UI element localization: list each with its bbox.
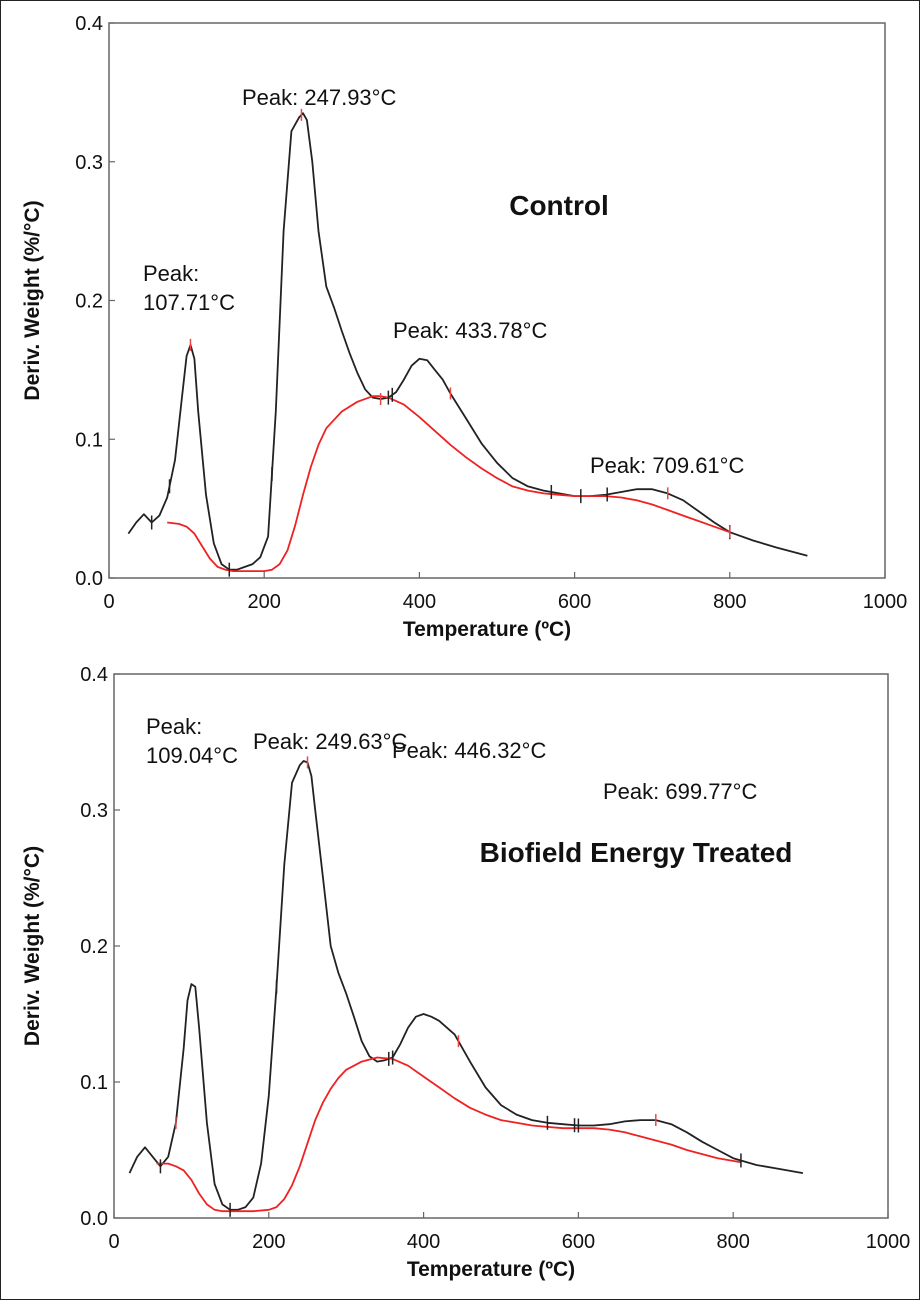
x-tick-label: 600 <box>562 1231 595 1253</box>
panel-title: Biofield Energy Treated <box>480 837 793 868</box>
chart-biofield-energy-treated: 0 200 400 600 800 1000 0.0 0.1 0.2 0.3 0.4 Temperat… <box>21 664 911 1281</box>
peak-annotation: 107.71°C <box>143 290 235 315</box>
series-line-derivative <box>127 112 808 571</box>
y-tick-label: 0.0 <box>75 568 103 590</box>
y-tick-label: 0.4 <box>80 664 108 686</box>
y-tick-label: 0.4 <box>75 13 103 35</box>
x-tick-label: 400 <box>403 591 436 613</box>
peak-annotation: Peak: <box>146 714 202 739</box>
series-line-derivative <box>128 760 804 1211</box>
peak-annotation: Peak: 709.61°C <box>590 453 744 478</box>
y-axis-label: Deriv. Weight (%/°C) <box>21 846 44 1046</box>
x-tick-label: 1000 <box>866 1231 911 1253</box>
peak-annotation: Peak: 446.32°C <box>392 738 546 763</box>
y-tick-label: 0.2 <box>80 936 108 958</box>
x-tick-label: 800 <box>713 591 746 613</box>
y-tick-label: 0.3 <box>75 152 103 174</box>
x-tick-label: 200 <box>248 591 281 613</box>
peak-annotation: Peak: 249.63°C <box>253 729 407 754</box>
series-line-baseline <box>167 395 731 572</box>
y-tick-label: 0.3 <box>80 800 108 822</box>
peak-annotation: Peak: 247.93°C <box>242 85 396 110</box>
y-axis-label: Deriv. Weight (%/°C) <box>21 200 44 400</box>
peak-annotation: 109.04°C <box>146 743 238 768</box>
y-tick-label: 0.0 <box>80 1208 108 1230</box>
x-tick-label: 0 <box>103 591 114 613</box>
y-tick-label: 0.1 <box>80 1072 108 1094</box>
x-tick-label: 1000 <box>863 591 908 613</box>
peak-annotation: Peak: <box>143 261 199 286</box>
x-tick-label: 400 <box>407 1231 440 1253</box>
x-tick-label: 800 <box>717 1231 750 1253</box>
x-tick-label: 600 <box>558 591 591 613</box>
series-line-baseline <box>156 1056 742 1213</box>
x-tick-label: 0 <box>108 1231 119 1253</box>
x-axis-label: Temperature (ºC) <box>407 1258 575 1281</box>
chart-control: 0 200 400 600 800 1000 0.0 0.1 0.2 0.3 0.4 Temperat… <box>21 13 908 641</box>
peak-annotation: Peak: 433.78°C <box>393 318 547 343</box>
y-tick-label: 0.2 <box>75 291 103 313</box>
peak-annotation: Peak: 699.77°C <box>603 779 757 804</box>
x-tick-label: 200 <box>252 1231 285 1253</box>
y-tick-label: 0.1 <box>75 429 103 451</box>
panel-title: Control <box>509 190 609 221</box>
x-axis-label: Temperature (ºC) <box>403 618 571 641</box>
